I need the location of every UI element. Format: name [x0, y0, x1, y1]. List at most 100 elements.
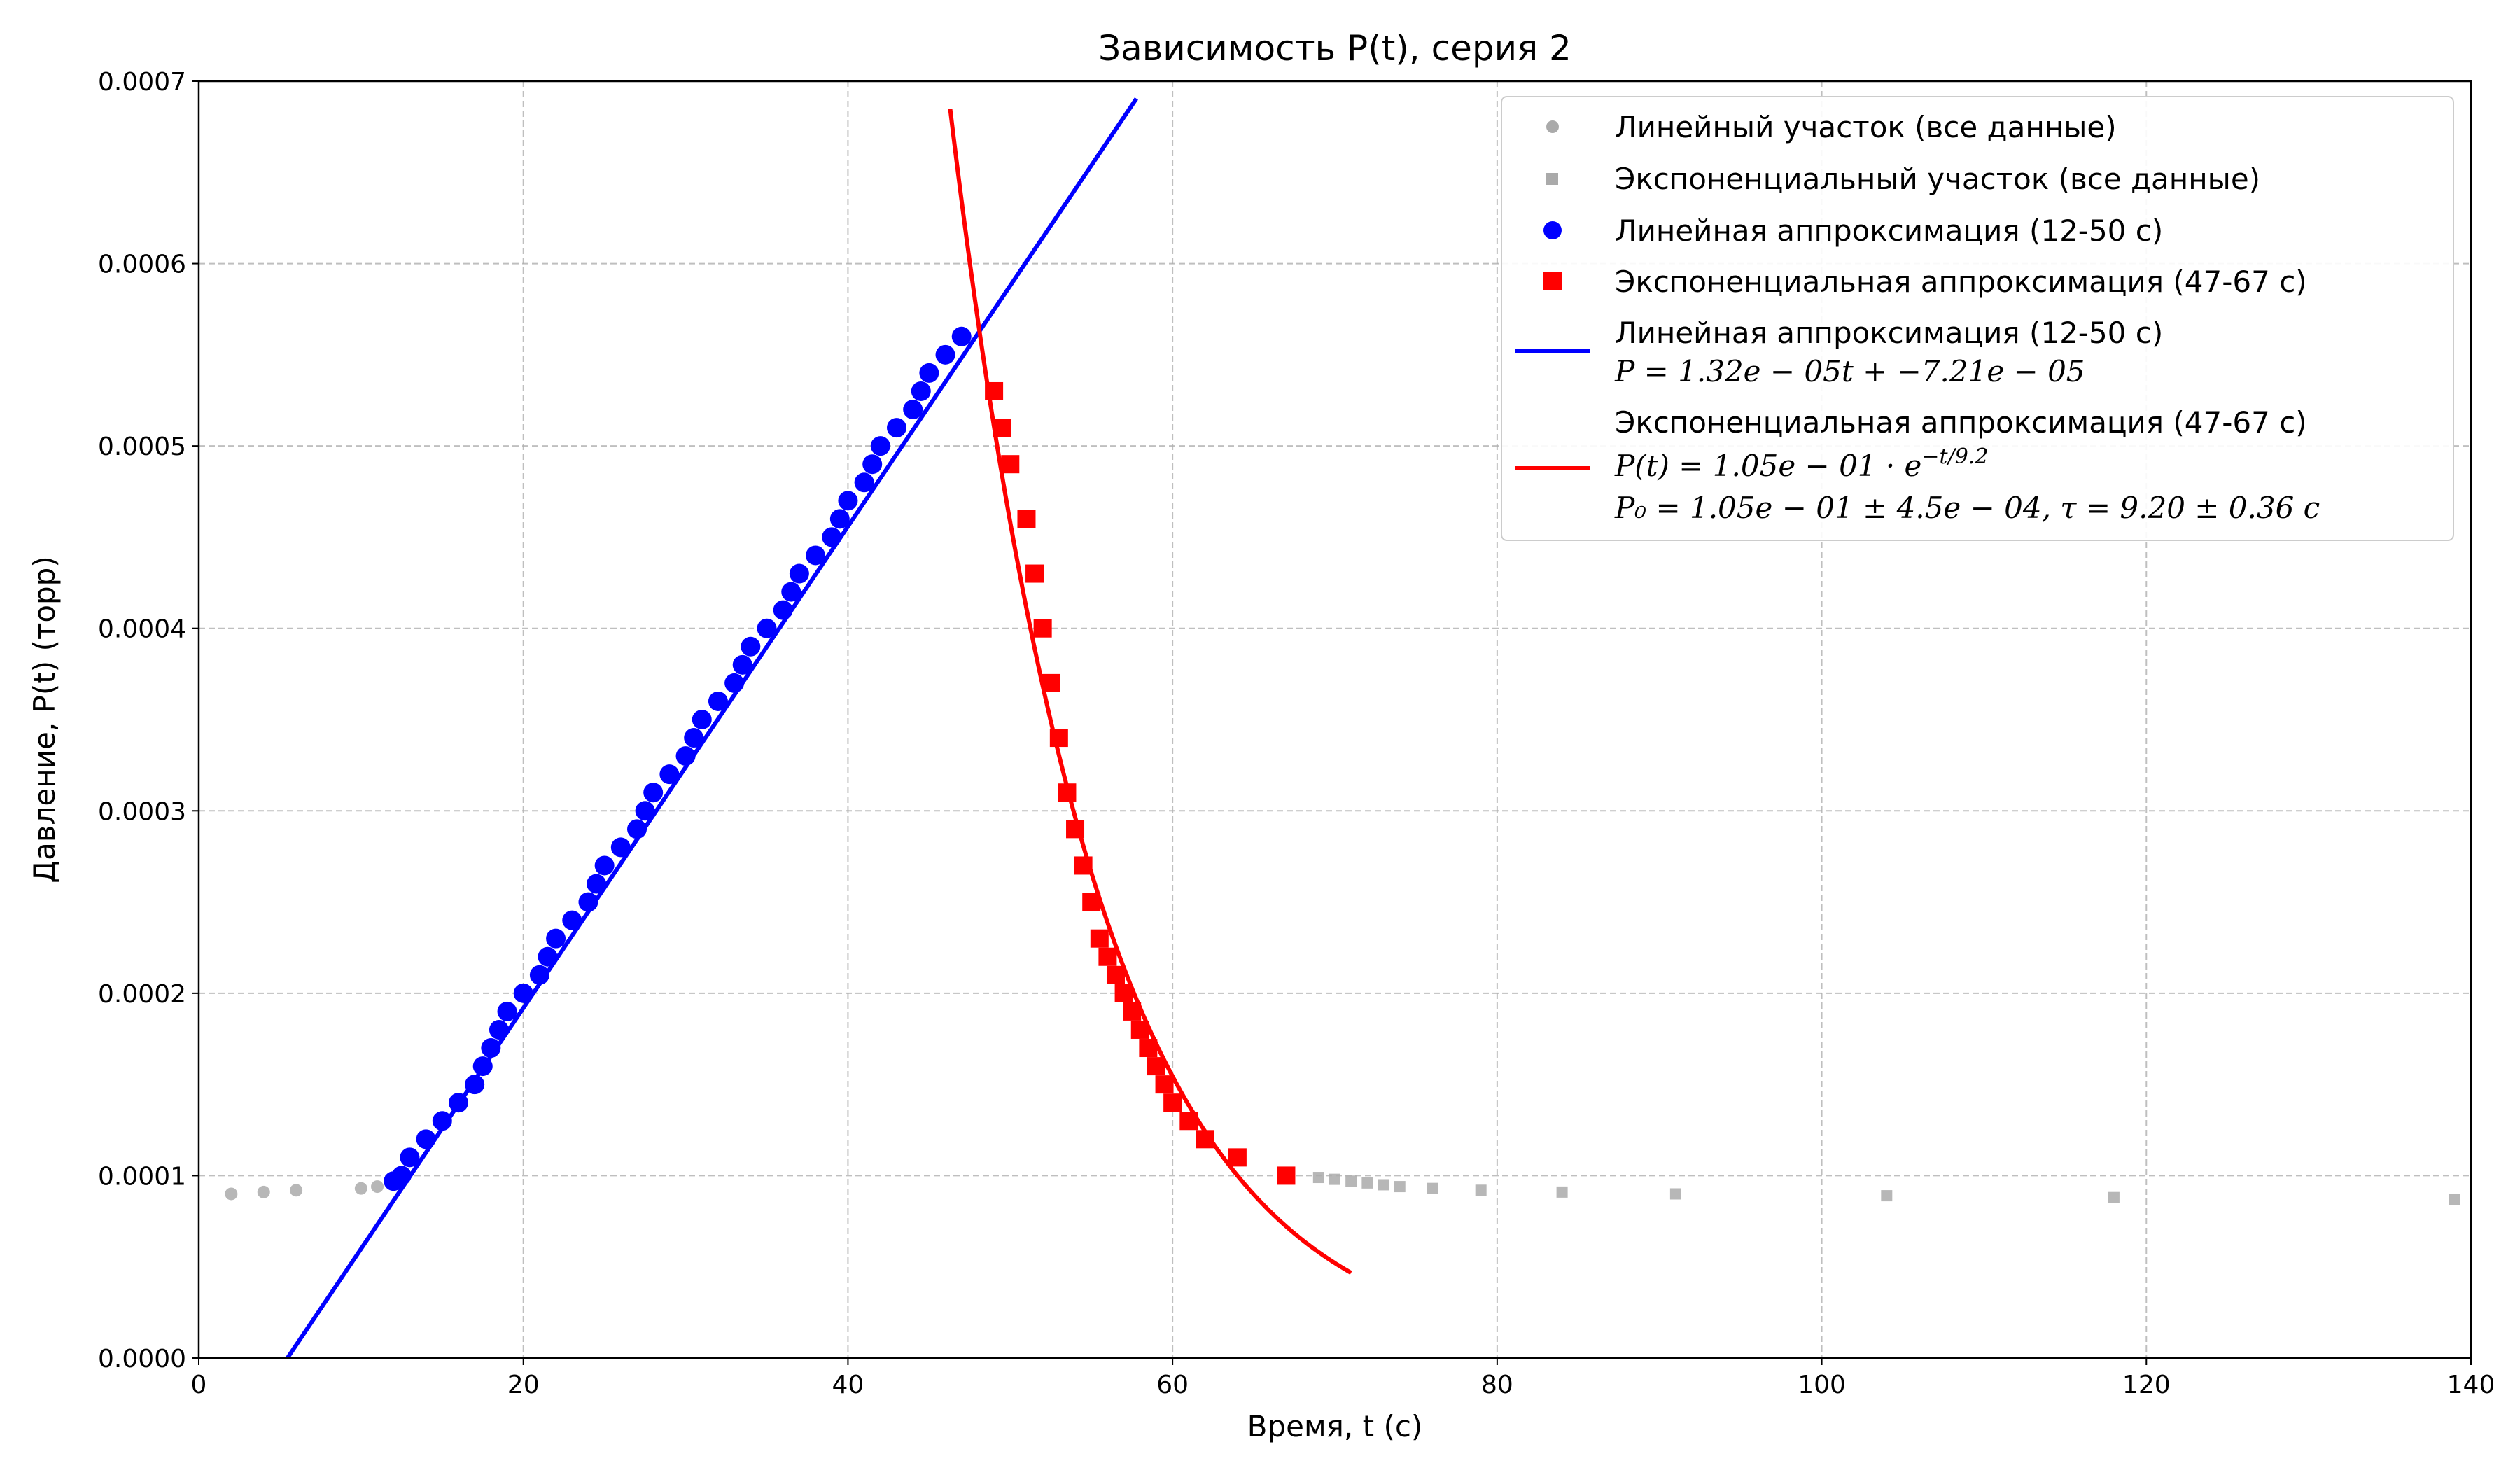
data-point — [1427, 1182, 1438, 1194]
x-tick-label: 20 — [507, 1371, 540, 1399]
data-point — [781, 582, 802, 602]
data-point — [1180, 1112, 1198, 1130]
y-tick-label: 0.0005 — [98, 433, 186, 461]
data-point — [1277, 1166, 1296, 1185]
data-point — [1345, 1175, 1357, 1187]
legend-linear-equation: P = 1.32e − 05t + −7.21e − 05 — [1614, 354, 2085, 388]
data-point — [1881, 1190, 1893, 1202]
x-tick-label: 60 — [1156, 1371, 1189, 1399]
data-point — [830, 509, 850, 529]
data-point — [886, 418, 906, 438]
data-point — [903, 400, 923, 420]
data-point — [789, 564, 809, 584]
data-point — [951, 326, 972, 346]
data-point — [985, 382, 1004, 400]
data-point — [822, 527, 842, 547]
exponential-fit-curve — [948, 108, 1352, 1275]
data-point — [708, 691, 728, 711]
legend-marker-blue-circle — [1544, 221, 1562, 239]
y-tick-label: 0.0003 — [98, 797, 186, 826]
data-point — [1066, 820, 1085, 839]
data-point — [465, 1074, 485, 1095]
y-tick-label: 0.0000 — [98, 1345, 186, 1373]
legend-exp-equation: P(t) = 1.05e − 01 · e−t/9.2 — [1614, 444, 1988, 483]
data-point — [481, 1038, 501, 1058]
data-point — [587, 874, 607, 894]
data-point — [497, 1001, 517, 1021]
legend-label-exp-all: Экспоненциальный участок (все данные) — [1615, 162, 2260, 196]
x-axis-label: Время, t (с) — [1247, 1409, 1423, 1443]
data-point — [529, 965, 550, 985]
data-point — [862, 454, 883, 475]
data-point — [806, 545, 826, 566]
data-point — [643, 783, 664, 803]
x-tick-label: 40 — [832, 1371, 864, 1399]
data-point — [2108, 1191, 2120, 1203]
data-point — [838, 491, 858, 511]
data-point — [692, 710, 712, 729]
data-point — [732, 654, 752, 675]
data-point — [1155, 1075, 1174, 1094]
data-point — [1090, 929, 1109, 948]
legend-box — [1501, 96, 2454, 541]
legend-exp-equation-base: P(t) = 1.05e − 01 · e — [1614, 449, 1921, 483]
x-tick-label: 100 — [1798, 1371, 1846, 1399]
data-point — [919, 363, 939, 383]
data-point — [2449, 1194, 2460, 1205]
data-point — [773, 600, 793, 620]
data-point — [1312, 1172, 1324, 1184]
data-point — [1163, 1093, 1182, 1112]
plot-frame — [197, 80, 2472, 1359]
data-point — [391, 1166, 412, 1186]
data-point — [513, 983, 533, 1003]
legend-label-linear-fit-line: Линейная аппроксимация (12-50 с) — [1615, 316, 2163, 350]
x-tick-label: 0 — [191, 1371, 207, 1399]
data-point — [1058, 783, 1077, 802]
data-point — [676, 746, 696, 766]
legend-label-exp-fit-points: Экспоненциальная аппроксимация (47-67 с) — [1615, 265, 2307, 299]
x-tick-label: 140 — [2447, 1371, 2496, 1399]
series-layer — [225, 97, 2460, 1358]
legend-marker-gray-square — [1546, 173, 1558, 185]
data-point — [257, 1185, 270, 1198]
data-point — [1130, 1020, 1149, 1039]
data-point — [935, 344, 955, 365]
data-point — [635, 801, 655, 821]
legend-label-linear-fit-points: Линейная аппроксимация (12-50 с) — [1615, 214, 2163, 248]
data-point — [1026, 564, 1044, 583]
data-point — [1139, 1039, 1158, 1058]
data-point — [1042, 673, 1060, 692]
chart-title: Зависимость P(t), серия 2 — [1098, 28, 1572, 69]
x-tick-label: 80 — [1481, 1371, 1513, 1399]
data-point — [741, 636, 761, 657]
data-point — [432, 1111, 452, 1131]
data-point — [1074, 856, 1093, 875]
y-tick-label: 0.0007 — [98, 68, 186, 97]
data-point — [993, 419, 1011, 438]
legend-label-exp-fit-line: Экспоненциальная аппроксимация (47-67 с) — [1615, 405, 2307, 440]
data-point — [1082, 892, 1101, 911]
y-tick-label: 0.0002 — [98, 980, 186, 1009]
axis-ticks: 0 20 40 60 80 100 120 140 0.0000 0.0001 0.0002 0.00… — [98, 68, 2495, 1399]
data-point — [594, 855, 615, 876]
data-point — [1001, 455, 1020, 474]
data-point — [354, 1182, 368, 1195]
data-point — [1394, 1181, 1406, 1193]
data-point — [1123, 1002, 1142, 1021]
data-point — [1670, 1188, 1681, 1200]
legend-exp-params: P₀ = 1.05e − 01 ± 4.5e − 04, τ = 9.20 ± … — [1614, 491, 2320, 525]
data-point — [1228, 1148, 1247, 1167]
data-point — [1049, 729, 1068, 748]
data-point — [724, 673, 745, 693]
y-tick-label: 0.0006 — [98, 251, 186, 279]
data-point — [684, 728, 704, 748]
data-point — [610, 837, 631, 858]
data-point — [1196, 1130, 1214, 1149]
data-point — [854, 472, 874, 493]
data-point — [1378, 1179, 1390, 1191]
legend: Линейный участок (все данные) Экспоненци… — [1501, 96, 2454, 541]
data-point — [757, 618, 777, 638]
data-point — [371, 1180, 384, 1194]
x-tick-label: 120 — [2122, 1371, 2171, 1399]
